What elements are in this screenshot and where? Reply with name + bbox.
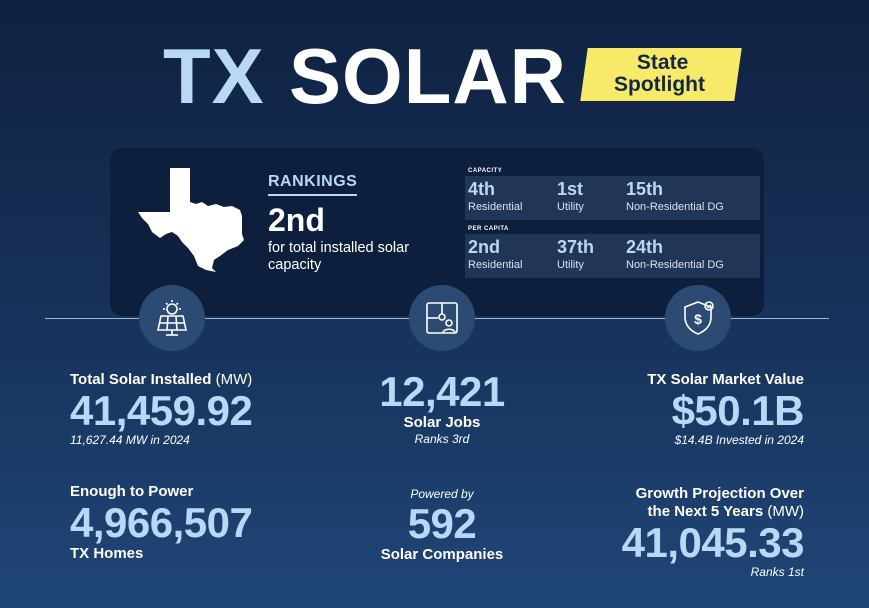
overall-rank: 2nd [268, 202, 325, 238]
homes-label: Enough to Power [70, 483, 194, 500]
rank-value: 4th [468, 179, 495, 199]
homes-powered-stat: Enough to Power 4,966,507 TX Homes [70, 483, 253, 563]
solar-companies-stat: Powered by 592 Solar Companies [330, 487, 554, 564]
growth-label-line1: Growth Projection Over [635, 485, 804, 502]
per-capita-nonres: 24th Non-Residential DG [626, 236, 724, 272]
jobs-value: 12,421 [379, 368, 505, 415]
rank-value: 15th [626, 179, 664, 199]
title-state: TX [163, 32, 265, 120]
rank-value: 1st [557, 179, 584, 199]
total-installed-stat: Total Solar Installed (MW) 41,459.92 11,… [70, 371, 253, 448]
companies-label: Solar Companies [380, 546, 504, 563]
market-note: $14.4B Invested in 2024 [674, 433, 804, 447]
jobs-note: Ranks 3rd [414, 432, 470, 446]
installed-label: Total Solar Installed [70, 371, 212, 388]
installed-unit: (MW) [215, 371, 253, 388]
rank-category: Residential [468, 201, 523, 213]
per-capita-row: 2nd Residential 37th Utility 24th Non-Re… [465, 234, 760, 278]
capacity-nonres: 15th Non-Residential DG [626, 178, 724, 214]
rank-category: Non-Residential DG [626, 201, 724, 213]
rank-value: 37th [557, 237, 595, 257]
market-value: $50.1B [671, 387, 805, 434]
growth-note: Ranks 1st [750, 565, 804, 579]
svg-text:$: $ [694, 311, 702, 327]
growth-value: 41,045.33 [621, 519, 805, 566]
per-capita-utility: 37th Utility [557, 236, 594, 272]
badge-line1: State [636, 51, 689, 74]
growth-label-line2-wrap: the Next 5 Years (MW) [560, 503, 804, 521]
growth-unit: (MW) [767, 503, 804, 520]
jobs-label: Solar Jobs [403, 414, 481, 431]
capacity-row: 4th Residential 1st Utility 15th Non-Res… [465, 176, 760, 220]
solar-jobs-stat: 12,421 Solar Jobs Ranks 3rd [330, 370, 554, 447]
installed-value: 41,459.92 [70, 387, 253, 434]
rankings-heading: RANKINGS [268, 173, 358, 196]
title-solar: SOLAR [289, 32, 567, 120]
installed-note: 11,627.44 MW in 2024 [70, 433, 190, 447]
growth-label-line2: the Next 5 Years [647, 503, 764, 520]
rank-category: Utility [557, 259, 584, 271]
page-title: TX SOLAR [0, 36, 869, 116]
rank-value: 24th [626, 237, 664, 257]
rank-value: 2nd [468, 237, 501, 257]
stat-label: Total Solar Installed (MW) [70, 371, 252, 389]
state-spotlight-badge: State Spotlight [580, 48, 742, 101]
texas-map-icon [138, 168, 244, 272]
badge-line2: Spotlight [614, 73, 706, 96]
rank-category: Non-Residential DG [626, 259, 724, 271]
rank-category: Residential [468, 259, 523, 271]
growth-projection-stat: Growth Projection Over the Next 5 Years … [560, 485, 805, 580]
capacity-label: CAPACITY [468, 168, 503, 174]
overall-rank-desc: for total installed solar capacity [268, 240, 410, 273]
homes-sub: TX Homes [70, 545, 144, 562]
homes-value: 4,966,507 [70, 499, 253, 546]
market-label: TX Solar Market Value [647, 371, 804, 388]
companies-value: 592 [407, 500, 477, 547]
shield-dollar-icon: $ [665, 285, 731, 351]
market-value-stat: TX Solar Market Value $50.1B $14.4B Inve… [560, 371, 804, 448]
rank-category: Utility [557, 201, 584, 213]
capacity-utility: 1st Utility [557, 178, 584, 214]
capacity-residential: 4th Residential [468, 178, 522, 214]
puzzle-person-icon [409, 285, 475, 351]
companies-prefix: Powered by [410, 487, 474, 501]
per-capita-label: PER CAPITA [468, 226, 509, 232]
solar-panel-icon [139, 285, 205, 351]
per-capita-residential: 2nd Residential [468, 236, 522, 272]
